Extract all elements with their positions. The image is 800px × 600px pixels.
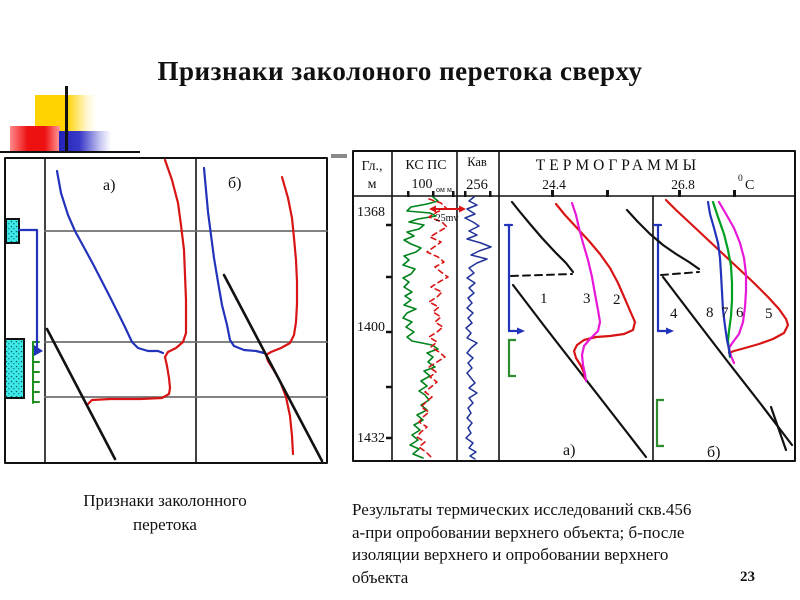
flow-arrow-icon xyxy=(34,345,43,356)
thermo-unit-superscript: 0 xyxy=(738,174,743,184)
curve-label-6: 6 xyxy=(736,305,744,321)
curve-label-4: 4 xyxy=(670,306,678,322)
schematic-frame xyxy=(4,157,328,464)
schematic-a-geotherm-line xyxy=(45,327,117,461)
header-scale-ticks xyxy=(407,190,736,197)
schematic-a-red-curve xyxy=(86,158,188,406)
perforation-bracket-icon-a xyxy=(507,338,516,378)
thermo-b-green-curve xyxy=(711,200,734,359)
schematic-gridlines xyxy=(44,230,328,398)
depth-label-1368: 1368 xyxy=(357,205,385,220)
log-caption: Результаты термических исследований скв.… xyxy=(352,499,792,589)
thermo-scale-left: 24.4 xyxy=(542,177,566,192)
depth-header-line1: Гл., xyxy=(361,159,382,174)
schematic-a-blue-curve xyxy=(55,169,165,355)
curve-label-2: 2 xyxy=(613,292,621,308)
caliper-log-curve xyxy=(464,196,492,460)
thermo-panel-a-label: а) xyxy=(563,442,575,459)
thermo-panel-b-label: б) xyxy=(707,444,720,461)
kav-header-scale: 256 xyxy=(466,177,488,193)
schematic-figure: а) б) xyxy=(4,157,328,464)
log-caption-line3: изоляции верхнего и опробовании верхнего xyxy=(352,545,669,564)
interval-marker-blue-a xyxy=(503,223,525,335)
interval-marker-blue-b xyxy=(652,223,674,335)
interval-arrow-icon xyxy=(666,327,674,335)
sp-scale-arrow-icon xyxy=(429,205,466,213)
thermo-a-dashed-line xyxy=(510,273,573,277)
flow-path-line xyxy=(17,228,39,349)
interval-arrow-icon xyxy=(517,327,525,335)
thermo-a-magenta-curve xyxy=(570,201,602,383)
resistivity-log-curve xyxy=(416,198,449,458)
thermo-scale-right: 26.8 xyxy=(671,177,695,192)
logo-vertical-line xyxy=(65,86,68,153)
lower-reservoir-box xyxy=(4,338,25,399)
thermo-b-geotherm-line xyxy=(661,275,794,447)
depth-label-1432: 1432 xyxy=(357,431,385,446)
decorative-dash xyxy=(331,154,347,158)
thermo-b-black-upper-curve xyxy=(625,208,701,271)
thermo-a-black-upper-curve xyxy=(510,200,575,274)
curve-label-5: 5 xyxy=(765,306,773,322)
log-frame xyxy=(352,150,796,462)
upper-reservoir-box xyxy=(5,218,20,244)
thermo-b-geotherm-fork xyxy=(769,405,788,452)
schematic-caption-line2: перетока xyxy=(133,515,197,534)
page-number: 23 xyxy=(740,569,755,585)
curve-label-7: 7 xyxy=(721,305,729,321)
schematic-panel-a-label: а) xyxy=(103,177,115,194)
logo-blue-block xyxy=(59,131,111,153)
thermo-b-red-curve xyxy=(664,198,790,355)
depth-ticks xyxy=(386,223,392,440)
schematic-b-geotherm-line xyxy=(222,273,324,463)
sp-log-curve xyxy=(402,196,439,459)
curve-label-1: 1 xyxy=(540,291,548,307)
logo-horizontal-rule xyxy=(0,151,140,153)
ksps-header-scale: 100 xyxy=(412,177,433,192)
depth-header-line2: м xyxy=(368,177,377,192)
log-caption-line4: объекта xyxy=(352,567,409,587)
kav-header-title: Кав xyxy=(467,155,487,169)
schematic-panel-b-label: б) xyxy=(228,175,241,192)
schematic-caption: Признаки заколонного перетока xyxy=(40,489,290,537)
slide-title: Признаки заколоного перетока сверху xyxy=(157,56,643,86)
log-caption-line1: Результаты термических исследований скв.… xyxy=(352,500,692,519)
thermogram-panel-b: 4 8 7 6 5 б) xyxy=(625,198,794,461)
depth-label-1400: 1400 xyxy=(357,320,385,335)
schematic-caption-line1: Признаки заколонного xyxy=(83,491,247,510)
thermogram-panel-a: 1 3 2 а) xyxy=(503,200,648,459)
perforation-bracket-icon-b xyxy=(655,398,664,448)
thermo-b-dashed-line xyxy=(660,271,700,276)
ksps-header-unit: ом м xyxy=(436,185,452,194)
curve-label-8: 8 xyxy=(706,305,714,321)
ksps-header-title: КС ПС xyxy=(405,158,446,173)
log-caption-line2: а-при опробовании верхнего объекта; б-по… xyxy=(352,522,685,542)
thermo-a-red-curve xyxy=(554,202,637,381)
curve-label-3: 3 xyxy=(583,291,591,307)
schematic-b-blue-curve xyxy=(202,166,266,355)
sp-scale-label: 25mv xyxy=(436,213,459,224)
thermo-a-geotherm-line xyxy=(511,283,648,459)
schematic-b-red-curve xyxy=(264,175,299,456)
well-log-figure: Гл., м КС ПС 100 ом м Кав 256 ТЕРМОГРАММ… xyxy=(352,150,796,462)
thermo-b-blue-curve xyxy=(706,200,732,358)
logo-red-block xyxy=(10,126,60,153)
thermo-unit: С xyxy=(745,178,754,193)
thermo-header-title: ТЕРМОГРАММЫ xyxy=(536,157,700,174)
